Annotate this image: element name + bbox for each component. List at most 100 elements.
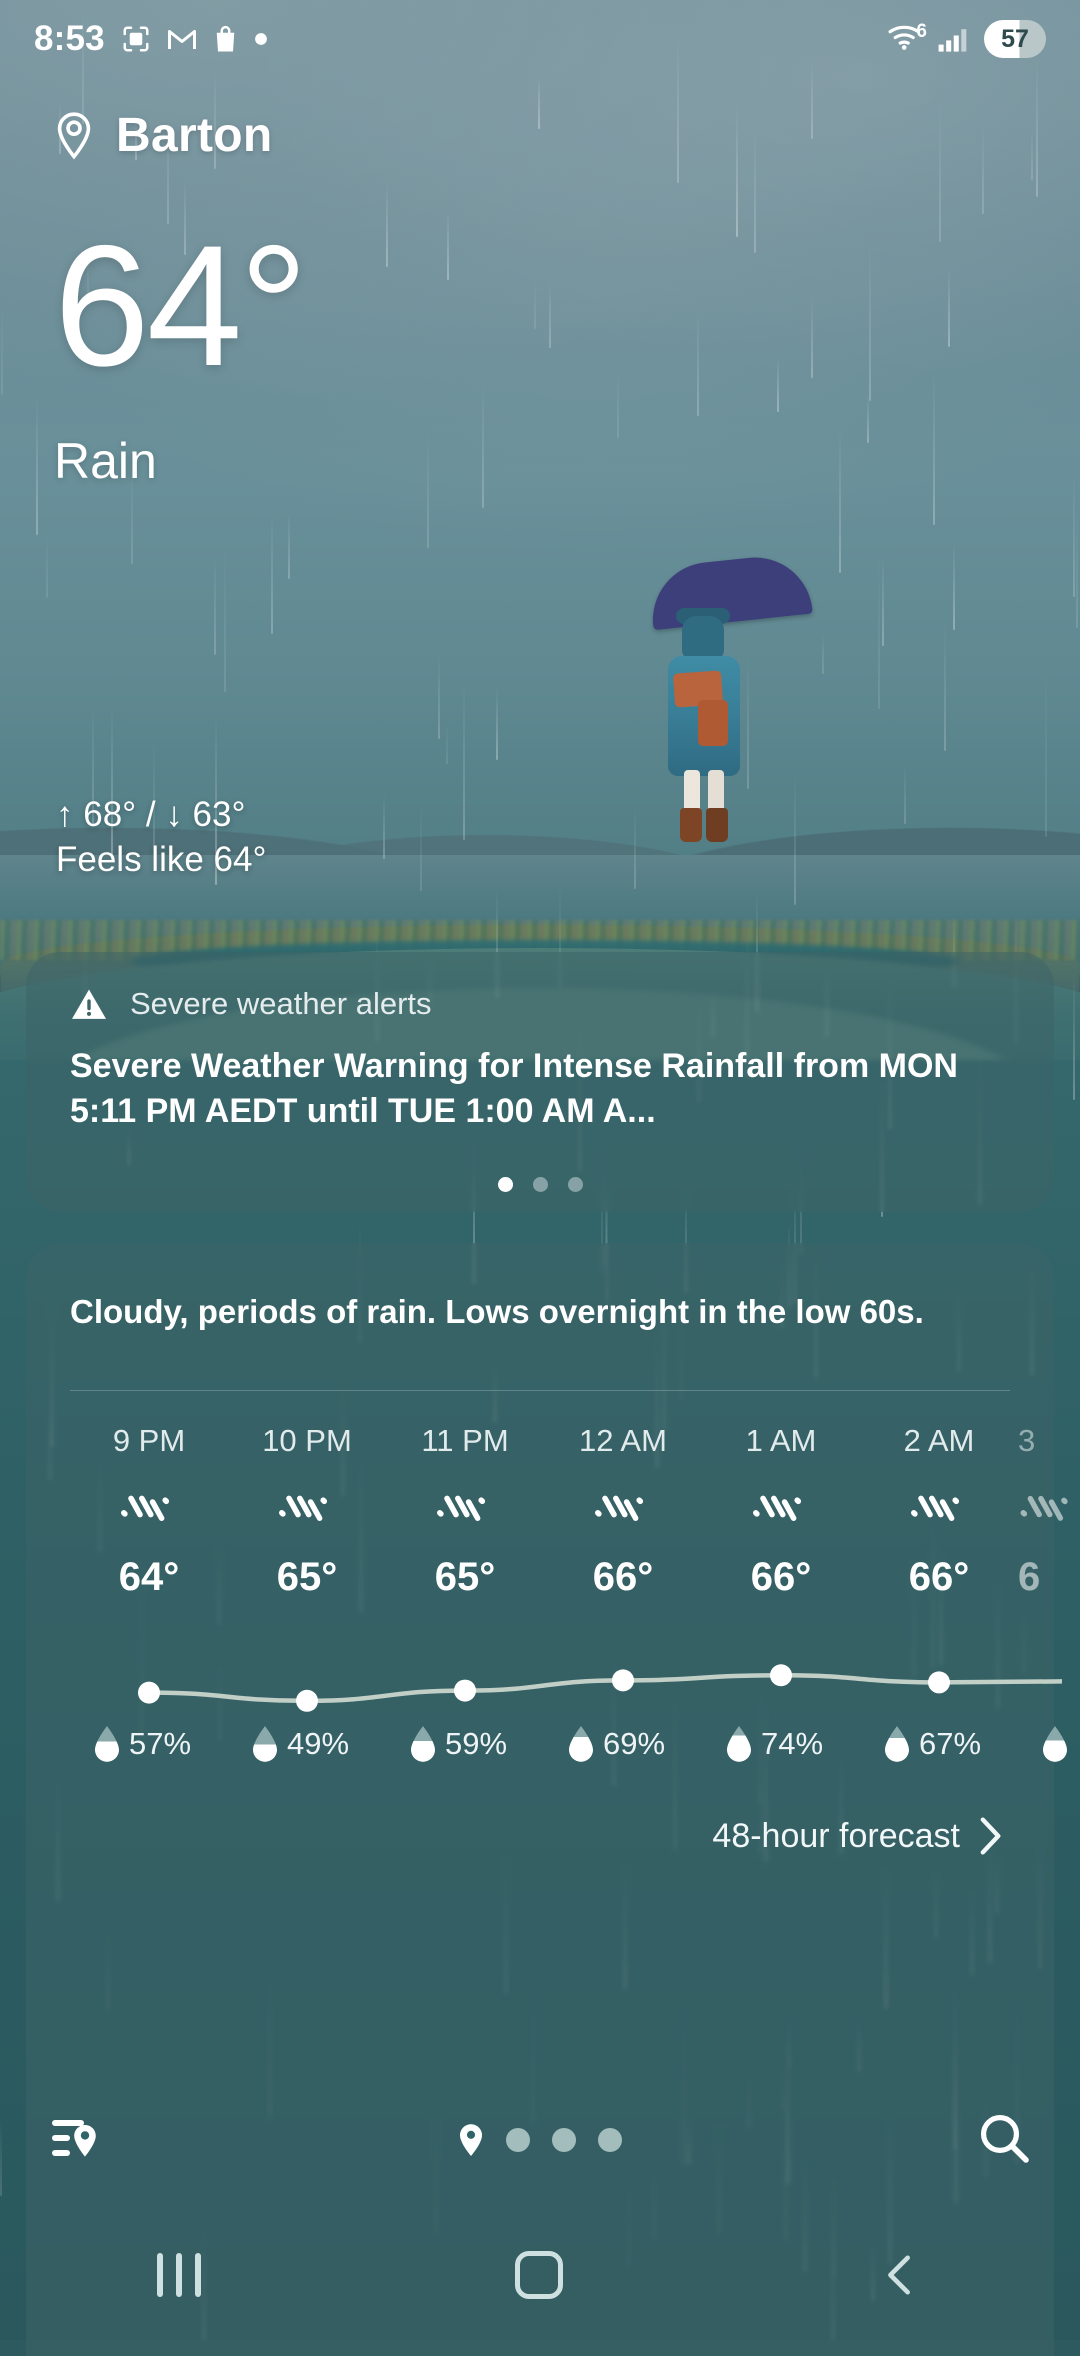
hour-condition-icon (702, 1467, 860, 1555)
hour-time-label: 2 AM (903, 1423, 975, 1459)
hourly-forecast-card[interactable]: Cloudy, periods of rain. Lows overnight … (26, 1243, 1068, 2356)
hour-condition-icon (386, 1467, 544, 1555)
hourly-forecast-item[interactable]: 9 PM 64° (70, 1423, 228, 1600)
precipitation-values-row: 57% 49% 59% 69% 74% (70, 1724, 1067, 1764)
card-divider (70, 1390, 1010, 1392)
hour-temperature: 65° (276, 1555, 338, 1600)
rain-icon (753, 1496, 802, 1522)
precipitation-drop-icon (95, 1726, 119, 1763)
precipitation-percent: 59% (445, 1726, 508, 1762)
alert-header: Severe weather alerts (70, 986, 1010, 1022)
home-icon[interactable] (515, 2251, 563, 2299)
status-bar-left: 8:53 (34, 19, 268, 59)
leg-left (684, 770, 700, 814)
high-low-temps: ↑ 68° / ↓ 63° (56, 795, 246, 834)
alert-page-dot[interactable] (497, 1177, 513, 1192)
precipitation-item: 74% (702, 1724, 860, 1764)
battery-indicator: 57 (984, 20, 1046, 58)
app-bottom-nav[interactable] (0, 2085, 1080, 2195)
head (682, 616, 724, 660)
cellular-signal-icon (938, 29, 967, 52)
current-temperature: 64° (54, 210, 308, 402)
precipitation-drop-icon (885, 1726, 909, 1763)
shopping-bag-icon (216, 25, 235, 52)
precipitation-item: 57% (70, 1724, 228, 1764)
recents-icon[interactable] (157, 2253, 201, 2297)
back-icon[interactable] (877, 2252, 923, 2298)
hour-temperature: 64° (118, 1555, 180, 1600)
hour-temperature: 65° (434, 1555, 496, 1600)
wifi-generation-label: 6 (916, 20, 927, 42)
hour-temperature: 66° (750, 1555, 812, 1600)
location-row[interactable]: Barton (54, 108, 1026, 163)
precipitation-percent: 69% (603, 1726, 666, 1762)
severe-weather-alert-card[interactable]: Severe weather alerts Severe Weather War… (26, 952, 1054, 1212)
person-with-umbrella-illustration (640, 551, 820, 860)
precipitation-item: 69% (544, 1724, 702, 1764)
leg-right (708, 770, 724, 814)
hour-time-label: 1 AM (745, 1423, 817, 1459)
hourly-forecast-item[interactable]: 1 AM 66° (702, 1423, 860, 1600)
alert-message: Severe Weather Warning for Intense Rainf… (70, 1047, 958, 1130)
hourly-forecast-item[interactable]: 11 PM 65° (386, 1423, 544, 1600)
hour-condition-icon (860, 1467, 1018, 1555)
hourly-forecast-item[interactable]: 3 6 (1018, 1423, 1078, 1600)
alert-page-dot[interactable] (567, 1177, 583, 1192)
page-indicator[interactable] (458, 2123, 622, 2157)
precipitation-percent: 49% (287, 1726, 350, 1762)
search-icon (981, 2114, 1029, 2163)
hour-condition-icon (1018, 1467, 1078, 1555)
48-hour-forecast-link[interactable]: 48-hour forecast (70, 1816, 1010, 1856)
hour-time-label: 10 PM (262, 1423, 352, 1459)
page-dot[interactable] (598, 2128, 622, 2152)
precipitation-percent: 57% (129, 1726, 192, 1762)
precipitation-drop-icon (727, 1726, 751, 1763)
precipitation-line-chart (70, 1636, 1065, 1728)
high-low-block: ↑ 68° / ↓ 63° Feels like 64° (56, 793, 266, 883)
hour-temperature: 66° (592, 1555, 654, 1600)
hourly-forecast-row[interactable]: 9 PM 64° 10 PM 65° 11 PM (70, 1391, 1068, 1600)
battery-level-label: 57 (1001, 24, 1029, 53)
boot-right (706, 808, 728, 842)
precipitation-drop-icon (569, 1726, 593, 1763)
alert-title: Severe weather alerts (130, 986, 432, 1021)
page-dot[interactable] (552, 2128, 576, 2152)
locations-list-button[interactable] (48, 2110, 104, 2171)
rain-icon (911, 1496, 960, 1522)
precipitation-drop-icon (411, 1726, 435, 1763)
hour-time-label: 3 (1018, 1423, 1036, 1459)
page-dot[interactable] (506, 2128, 530, 2152)
precipitation-item (1018, 1724, 1078, 1764)
rain-icon (279, 1496, 328, 1522)
rain-icon (595, 1496, 644, 1522)
hour-condition-icon (228, 1467, 386, 1555)
dot-icon (254, 33, 267, 45)
precipitation-item: 59% (386, 1724, 544, 1764)
location-pin-icon (459, 2124, 483, 2157)
alert-page-indicator[interactable] (26, 1177, 1054, 1192)
rain-icon (437, 1496, 486, 1522)
hourly-forecast-item[interactable]: 10 PM 65° (228, 1423, 386, 1600)
location-header[interactable]: Barton (0, 108, 1080, 163)
status-bar-clock: 8:53 (34, 19, 105, 58)
android-system-nav[interactable] (0, 2210, 1080, 2340)
coat-strap-lower (698, 700, 728, 746)
precipitation-item: 49% (228, 1724, 386, 1764)
hourly-forecast-item[interactable]: 12 AM 66° (544, 1423, 702, 1600)
forecast-link-label: 48-hour forecast (712, 1816, 960, 1855)
precipitation-item: 67% (860, 1724, 1018, 1764)
hour-temperature: 66° (908, 1555, 970, 1600)
alert-page-dot[interactable] (532, 1177, 548, 1192)
umbrella-icon (647, 551, 813, 631)
locations-list-icon (52, 2119, 96, 2157)
hourly-forecast-item[interactable]: 2 AM 66° (860, 1423, 1018, 1600)
precipitation-percent: 67% (919, 1726, 982, 1762)
search-button[interactable] (976, 2110, 1032, 2171)
hour-condition-icon (544, 1467, 702, 1555)
current-condition-label: Rain (54, 433, 157, 489)
precipitation-drop-icon (253, 1726, 277, 1763)
status-bar: 8:53 6 (0, 0, 1080, 78)
status-bar-right: 6 57 (888, 20, 1046, 58)
precipitation-drop-icon (1043, 1726, 1067, 1763)
rain-icon (1020, 1496, 1068, 1522)
